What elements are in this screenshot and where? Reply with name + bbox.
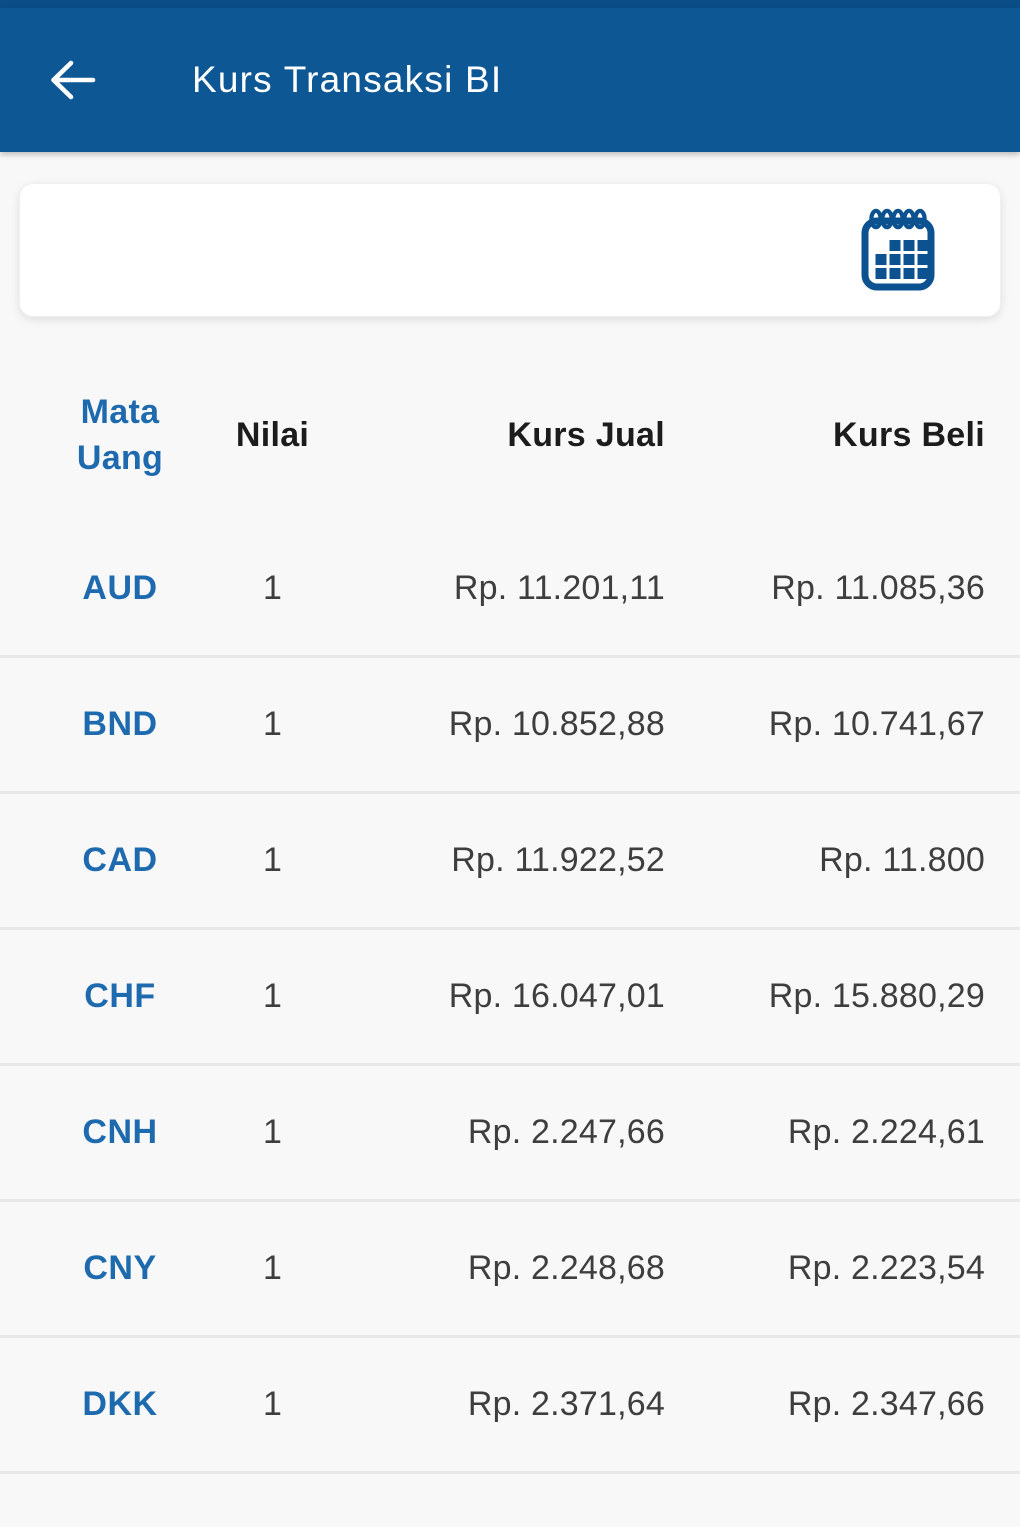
status-bar	[0, 0, 1020, 8]
cell-kurs-jual: Rp. 11.922,52	[451, 841, 665, 879]
table-body: AUD 1 Rp. 11.201,11 Rp. 11.085,36 BND 1 …	[0, 522, 1020, 1474]
page-title: Kurs Transaksi BI	[192, 59, 503, 100]
table-row: CNY 1 Rp. 2.248,68 Rp. 2.223,54	[0, 1202, 1020, 1338]
cell-currency-code: DKK	[82, 1385, 158, 1423]
exchange-rate-table: Mata Uang Nilai Kurs Jual Kurs Beli AUD …	[0, 349, 1020, 1474]
cell-nilai: 1	[262, 1249, 283, 1287]
cell-nilai: 1	[262, 569, 283, 607]
cell-nilai: 1	[262, 1385, 283, 1423]
cell-kurs-jual: Rp. 11.201,11	[453, 569, 665, 607]
cell-kurs-beli: Rp. 10.741,67	[768, 705, 985, 743]
table-row: DKK 1 Rp. 2.371,64 Rp. 2.347,66	[0, 1338, 1020, 1474]
cell-kurs-jual: Rp. 16.047,01	[448, 977, 665, 1015]
cell-nilai: 1	[262, 977, 283, 1015]
back-button[interactable]	[46, 54, 98, 106]
cell-currency-code: CAD	[82, 841, 158, 879]
cell-currency-code: BND	[82, 705, 158, 743]
date-picker-field[interactable]	[19, 183, 1001, 317]
cell-kurs-beli: Rp. 11.085,36	[771, 569, 985, 607]
column-header-nilai: Nilai	[235, 416, 310, 454]
cell-currency-code: CHF	[84, 977, 156, 1015]
table-row: AUD 1 Rp. 11.201,11 Rp. 11.085,36	[0, 522, 1020, 658]
calendar-icon	[858, 207, 938, 293]
cell-currency-code: AUD	[82, 569, 158, 607]
calendar-button[interactable]	[858, 207, 938, 293]
cell-kurs-beli: Rp. 2.347,66	[787, 1385, 985, 1423]
cell-nilai: 1	[262, 841, 283, 879]
table-row: CHF 1 Rp. 16.047,01 Rp. 15.880,29	[0, 930, 1020, 1066]
cell-currency-code: CNH	[82, 1113, 158, 1151]
page-content: Mata Uang Nilai Kurs Jual Kurs Beli AUD …	[0, 152, 1020, 1527]
cell-currency-code: CNY	[83, 1249, 157, 1287]
column-header-mata-uang: Mata Uang	[76, 392, 164, 477]
cell-kurs-beli: Rp. 15.880,29	[768, 977, 985, 1015]
column-header-kurs-beli: Kurs Beli	[833, 416, 985, 454]
cell-kurs-beli: Rp. 2.223,54	[787, 1249, 985, 1287]
cell-nilai: 1	[262, 1113, 283, 1151]
table-row: CAD 1 Rp. 11.922,52 Rp. 11.800	[0, 794, 1020, 930]
arrow-left-icon	[47, 58, 97, 102]
cell-nilai: 1	[262, 705, 283, 743]
cell-kurs-beli: Rp. 11.800	[819, 841, 985, 879]
table-row: BND 1 Rp. 10.852,88 Rp. 10.741,67	[0, 658, 1020, 794]
table-header-row: Mata Uang Nilai Kurs Jual Kurs Beli	[0, 349, 1020, 522]
table-row: CNH 1 Rp. 2.247,66 Rp. 2.224,61	[0, 1066, 1020, 1202]
app-bar: Kurs Transaksi BI	[0, 8, 1020, 152]
cell-kurs-jual: Rp. 2.248,68	[467, 1249, 665, 1287]
cell-kurs-jual: Rp. 10.852,88	[448, 705, 665, 743]
cell-kurs-beli: Rp. 2.224,61	[787, 1113, 985, 1151]
column-header-kurs-jual: Kurs Jual	[507, 416, 665, 454]
cell-kurs-jual: Rp. 2.247,66	[467, 1113, 665, 1151]
cell-kurs-jual: Rp. 2.371,64	[467, 1385, 665, 1423]
